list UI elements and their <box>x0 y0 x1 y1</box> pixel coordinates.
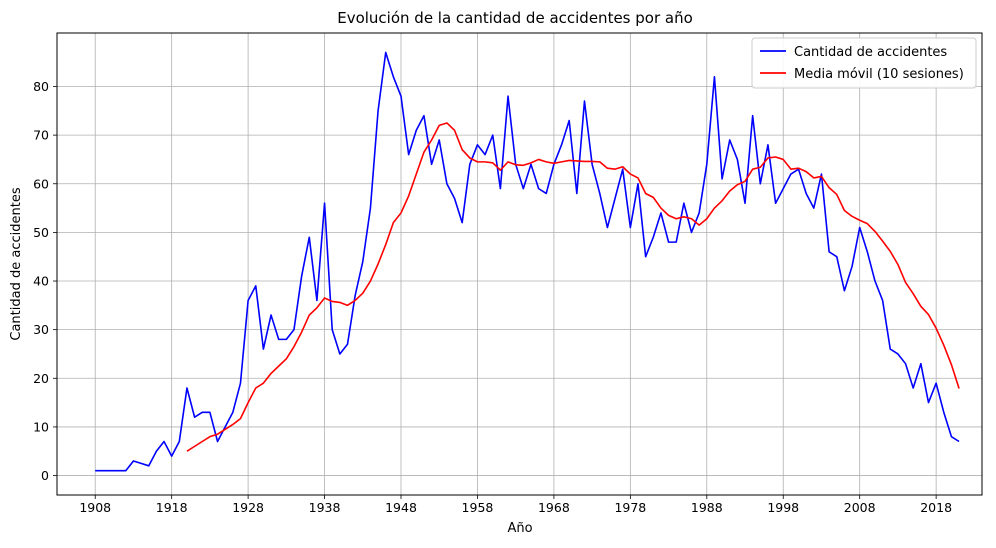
x-tick-label: 1988 <box>691 500 723 515</box>
y-tick-label: 30 <box>33 322 49 337</box>
x-tick-label: 1918 <box>156 500 188 515</box>
x-tick-label: 2018 <box>920 500 952 515</box>
y-tick-label: 0 <box>41 468 49 483</box>
x-tick-label: 2008 <box>844 500 876 515</box>
plot-frame <box>56 32 983 496</box>
x-tick-label: 1928 <box>232 500 264 515</box>
x-tick-label: 1948 <box>385 500 417 515</box>
series-line-1 <box>186 122 960 452</box>
y-tick-label: 40 <box>33 274 49 289</box>
y-axis-label: Cantidad de accidentes <box>9 187 24 340</box>
legend: Cantidad de accidentes Media móvil (10 s… <box>751 37 977 89</box>
series-layer <box>95 51 960 472</box>
y-tick-label: 50 <box>33 225 49 240</box>
x-axis-label: Año <box>507 521 532 536</box>
series-line-0 <box>95 51 960 472</box>
legend-label-1: Media móvil (10 sesiones) <box>794 67 964 82</box>
grid <box>57 33 982 495</box>
legend-box <box>751 37 977 89</box>
y-tick-label: 80 <box>33 79 49 94</box>
x-tick-label: 1958 <box>462 500 494 515</box>
x-tick-label: 1978 <box>614 500 646 515</box>
y-tick-label: 10 <box>33 419 49 434</box>
y-tick-label: 70 <box>33 128 49 143</box>
x-tick-label: 1908 <box>79 500 111 515</box>
legend-label-0: Cantidad de accidentes <box>794 45 947 60</box>
x-tick-label: 1998 <box>767 500 799 515</box>
y-tick-label: 20 <box>33 371 49 386</box>
x-tick-label: 1938 <box>309 500 341 515</box>
x-tick-label: 1968 <box>538 500 570 515</box>
ticks: 1908 1918 1928 1938 1948 1958 1968 1978 1988 1998… <box>33 79 952 515</box>
y-tick-label: 60 <box>33 176 49 191</box>
chart-title: Evolución de la cantidad de accidentes p… <box>337 9 693 27</box>
